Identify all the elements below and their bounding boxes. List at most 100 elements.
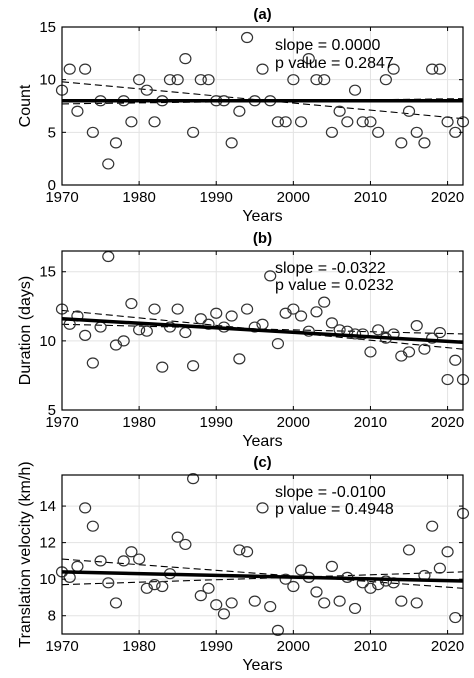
- data-point: [333, 105, 346, 117]
- data-point: [348, 84, 362, 96]
- data-point: [194, 313, 207, 325]
- data-point: [318, 74, 331, 86]
- data-point: [171, 531, 184, 543]
- data-point: [240, 546, 254, 558]
- x-tick-label: 2020: [431, 638, 464, 655]
- y-tick-label: 12: [39, 535, 56, 552]
- x-tick-label: 2000: [277, 638, 310, 655]
- data-point: [94, 555, 107, 567]
- data-point: [426, 63, 439, 75]
- chart-panel-0: 1970 1980 1990 2000 2010 2020 0 5 10 15 (a) Years Co…: [17, 6, 470, 225]
- plot-area: [62, 27, 463, 185]
- data-point: [318, 296, 331, 308]
- x-tick-label: 1990: [200, 189, 233, 206]
- y-tick-label: 8: [48, 608, 56, 625]
- data-point: [186, 473, 200, 485]
- data-point: [364, 116, 377, 128]
- y-tick-label: 10: [39, 72, 56, 89]
- data-point: [402, 544, 416, 556]
- data-point: [171, 74, 184, 86]
- data-point: [433, 63, 446, 75]
- data-point: [318, 597, 331, 609]
- data-point: [395, 137, 408, 149]
- x-tick-label: 2010: [354, 189, 387, 206]
- data-point: [433, 562, 446, 574]
- data-point: [441, 373, 454, 386]
- data-point: [71, 105, 84, 117]
- data-point: [225, 137, 238, 149]
- ci-lower-line: [61, 571, 464, 586]
- y-tick-label: 0: [48, 177, 56, 194]
- y-tick-label: 10: [39, 333, 56, 350]
- data-point: [117, 335, 130, 347]
- data-point: [294, 310, 308, 322]
- trend-line: [61, 317, 464, 344]
- y-axis-label: Translation velocity (km/h): [17, 461, 34, 647]
- pvalue-annotation: p value = 0.2847: [275, 55, 394, 72]
- data-point: [217, 608, 231, 620]
- x-axis-label: Years: [242, 433, 282, 450]
- data-point: [287, 74, 300, 86]
- data-point: [240, 303, 254, 315]
- data-point: [140, 325, 153, 337]
- data-point: [63, 63, 76, 75]
- x-tick-label: 1990: [200, 414, 233, 431]
- x-tick-label: 2020: [431, 189, 464, 206]
- data-point: [418, 137, 431, 149]
- data-point: [125, 116, 138, 128]
- data-point: [179, 52, 192, 65]
- data-point: [171, 303, 184, 315]
- data-point: [348, 602, 362, 615]
- data-point: [117, 555, 130, 567]
- x-tick-label: 1980: [122, 189, 155, 206]
- data-point: [279, 573, 292, 585]
- data-point: [310, 586, 323, 598]
- data-point: [109, 597, 123, 609]
- chart-title: (b): [253, 230, 272, 247]
- slope-annotation: slope = -0.0100: [275, 484, 386, 501]
- data-point: [86, 520, 99, 532]
- data-point: [264, 270, 277, 282]
- data-point: [133, 74, 146, 86]
- data-point: [410, 320, 423, 332]
- data-point: [102, 158, 115, 170]
- chart-panel-2: 1970 1980 1990 2000 2010 2020 8 10 12 14 (c) Years T…: [17, 454, 470, 674]
- data-point: [156, 361, 169, 373]
- data-point: [202, 582, 215, 594]
- x-tick-label: 1990: [200, 638, 233, 655]
- data-point: [287, 580, 300, 593]
- data-point: [186, 360, 200, 372]
- trend-line: [61, 570, 464, 583]
- data-point: [325, 317, 339, 329]
- data-point: [426, 520, 439, 532]
- x-tick-label: 1980: [122, 638, 155, 655]
- data-point: [202, 74, 215, 86]
- data-point: [79, 63, 92, 75]
- data-point: [179, 538, 192, 551]
- data-point: [410, 597, 423, 609]
- chart-panel-1: 1970 1980 1990 2000 2010 2020 5 10 15 (b) Years Dur…: [17, 230, 470, 450]
- y-tick-label: 10: [39, 571, 56, 588]
- data-point: [402, 346, 416, 358]
- data-point: [294, 564, 308, 576]
- data-point: [210, 307, 223, 319]
- data-point: [86, 126, 99, 138]
- y-tick-label: 5: [48, 124, 56, 141]
- data-point: [310, 306, 323, 318]
- data-point: [271, 338, 285, 350]
- data-point: [156, 580, 169, 593]
- data-point: [233, 353, 246, 365]
- data-point: [79, 502, 92, 514]
- data-point: [271, 624, 285, 636]
- data-point: [395, 595, 408, 607]
- data-point: [310, 74, 323, 86]
- x-tick-label: 1980: [122, 414, 155, 431]
- x-axis-label: Years: [242, 657, 282, 674]
- data-point: [364, 346, 377, 358]
- y-tick-label: 15: [39, 19, 56, 36]
- data-point: [364, 582, 377, 594]
- data-point: [325, 560, 339, 572]
- data-point: [325, 126, 339, 138]
- data-point: [333, 595, 346, 607]
- data-point: [148, 579, 161, 591]
